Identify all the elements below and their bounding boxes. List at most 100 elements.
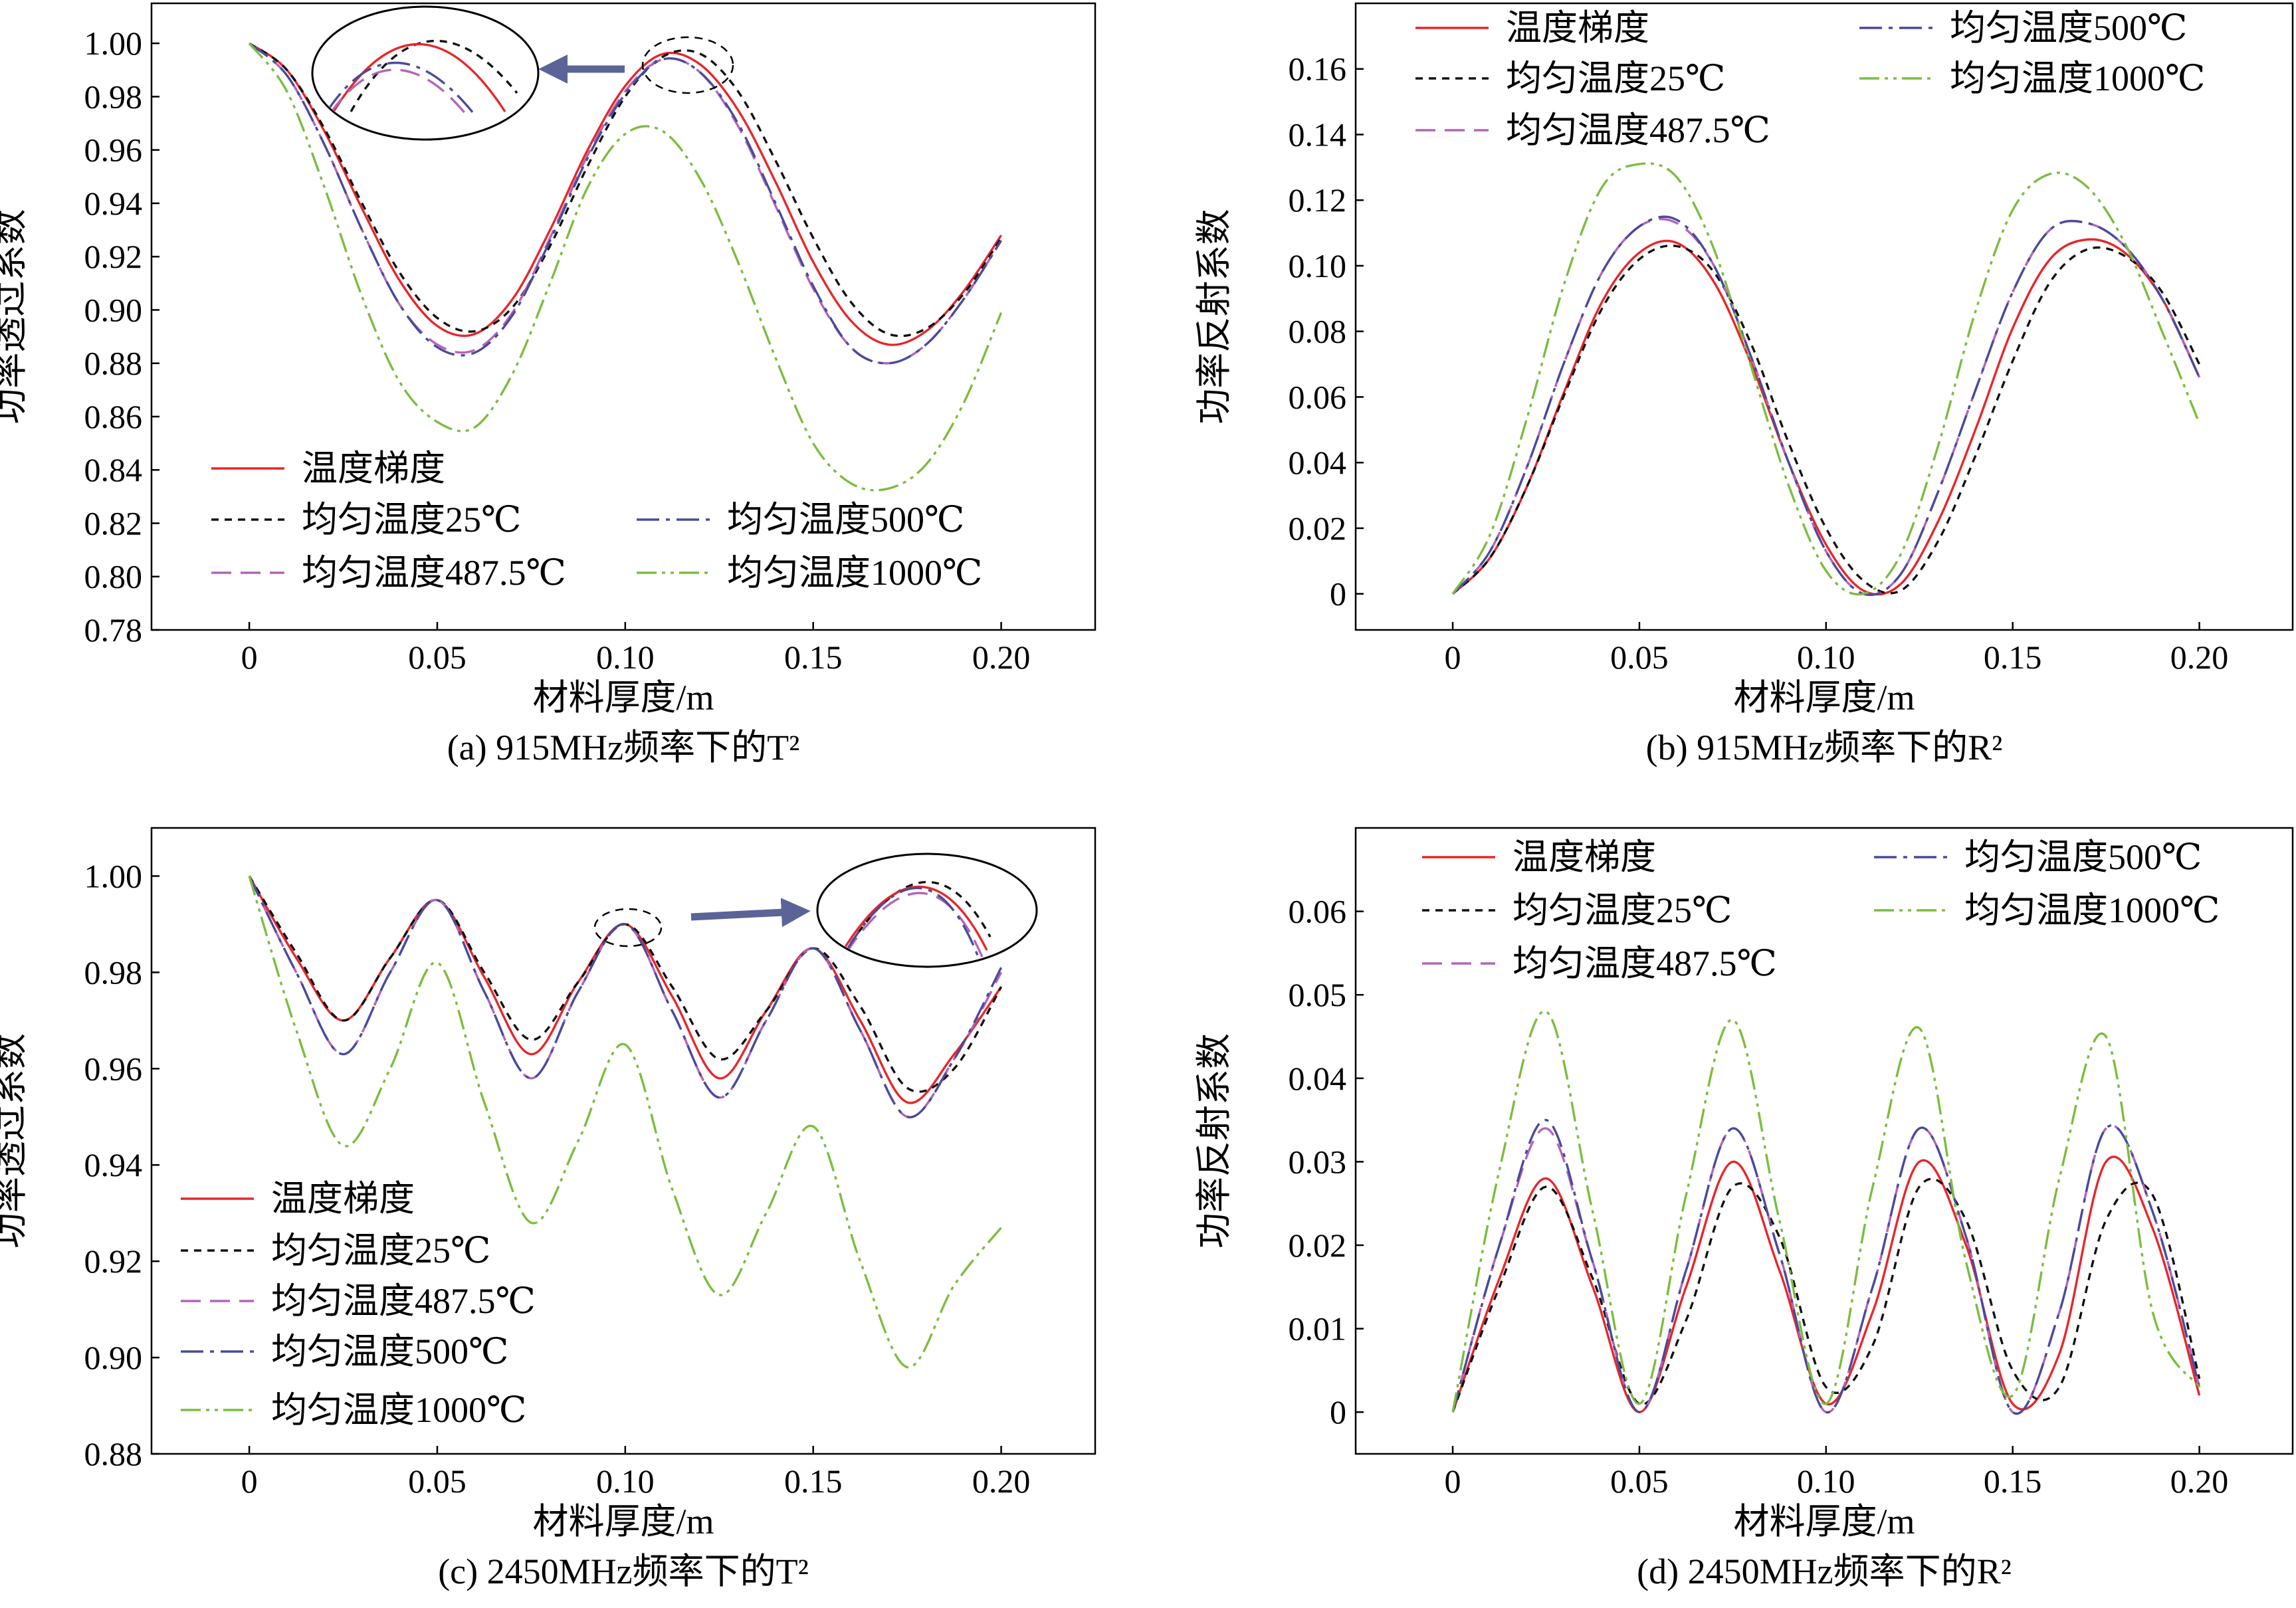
y-tick-label: 0: [1330, 575, 1346, 613]
legend-entry-label: 温度梯度: [1513, 837, 1656, 877]
plot-frame: [1354, 2, 2294, 631]
y-tick-label: 0.03: [1289, 1143, 1347, 1180]
series-line-u25: [248, 875, 1003, 1093]
series-group: [248, 875, 1003, 1369]
legend-entry-label: 均匀温度500℃: [727, 500, 964, 540]
x-tick-label: 0.15: [1984, 1462, 2042, 1500]
legend-entry-label: 均匀温度1000℃: [727, 553, 982, 593]
x-tick-label: 0.20: [2170, 1462, 2229, 1500]
y-tick-label: 0.12: [1289, 181, 1347, 219]
y-tick-label: 0.90: [84, 291, 143, 328]
x-axis-label: 材料厚度/m: [532, 678, 714, 718]
x-tick-label: 0.05: [408, 639, 467, 676]
x-tick-label: 0.10: [1797, 1462, 1855, 1500]
legend-entry-label: 均匀温度500℃: [1964, 837, 2202, 877]
zoom-inset-a: [311, 5, 734, 141]
x-tick-label: 0.20: [972, 1462, 1031, 1500]
series-line-u500: [1451, 215, 2201, 596]
chart-panel-b: 0 0.05 0.10 0.15 0.20 0 0.02 0.04 0.06 0.08 0.10 0.…: [1194, 2, 2294, 767]
zoom-marker-oval: [641, 36, 734, 94]
y-tick-label: 0.94: [84, 185, 143, 222]
x-tick-label: 0.20: [2170, 639, 2229, 676]
y-axis-label: 功率反射系数: [1194, 1033, 1234, 1249]
y-tick-label: 0.06: [1289, 893, 1347, 930]
x-tick-label: 0.20: [972, 639, 1031, 676]
y-tick-label: 0.80: [84, 558, 143, 595]
x-axis-label: 材料厚度/m: [1733, 678, 1915, 718]
legend-entry-label: 均匀温度25℃: [1513, 890, 1732, 930]
series-line-u1000: [248, 876, 1002, 1369]
y-tick-label: 0.92: [84, 1243, 143, 1280]
legend-entry-label: 均匀温度500℃: [271, 1332, 508, 1371]
series-line-u487: [1451, 218, 2201, 596]
legend-entry-label: 均匀温度487.5℃: [1506, 110, 1770, 150]
y-tick-label: 0.01: [1289, 1310, 1347, 1348]
y-tick-label: 0.96: [84, 1050, 143, 1087]
y-tick-label: 0.88: [84, 345, 143, 382]
x-tick-label: 0.10: [1797, 639, 1855, 676]
legend: 温度梯度 均匀温度500℃ 均匀温度25℃ 均匀温度1000℃ 均匀温度487.5℃: [1415, 8, 2205, 150]
y-tick-label: 0.06: [1289, 378, 1347, 415]
chart-panel-c: 0 0.05 0.10 0.15 0.20 0.88 0.90 0.92 0.94 0.96 0.9…: [0, 827, 1096, 1591]
zoom-curve-u500: [845, 886, 980, 957]
x-tick-label: 0.10: [596, 639, 655, 676]
y-tick-label: 0.04: [1289, 444, 1347, 481]
legend-entry-label: 均匀温度487.5℃: [302, 553, 566, 593]
y-tick-label: 0.82: [84, 504, 143, 542]
legend: 温度梯度 均匀温度500℃ 均匀温度25℃ 均匀温度1000℃ 均匀温度487.5℃: [1422, 837, 2220, 983]
y-tick-label: 0.86: [84, 398, 143, 435]
x-axis-label: 材料厚度/m: [532, 1502, 714, 1542]
y-tick-label: 0.94: [84, 1146, 143, 1183]
y-tick-label: 0.92: [84, 238, 143, 275]
series-group: [248, 42, 1003, 492]
plot-frame: [150, 2, 1096, 631]
y-tick-label: 0.88: [84, 1435, 143, 1472]
series-line-gradient: [1451, 1156, 2201, 1413]
legend-entry-label: 均匀温度25℃: [271, 1231, 490, 1270]
panel-caption: (d) 2450MHz频率下的R²: [1637, 1552, 2012, 1591]
x-tick-label: 0.15: [784, 639, 843, 676]
legend-entry-label: 温度梯度: [1506, 8, 1649, 48]
x-tick-label: 0: [1445, 639, 1461, 676]
panel-caption: (b) 915MHz频率下的R²: [1646, 728, 2003, 767]
zoom-curve-u487: [844, 892, 984, 957]
legend-entry-label: 均匀温度25℃: [1506, 58, 1725, 98]
zoom-inset-oval: [311, 5, 540, 141]
x-tick-label: 0.10: [596, 1462, 655, 1500]
y-tick-label: 0.96: [84, 132, 143, 169]
x-tick-label: 0.15: [784, 1462, 843, 1500]
legend-entry-label: 均匀温度500℃: [1950, 8, 2187, 48]
zoom-curve-gradient: [332, 43, 506, 112]
x-tick-label: 0.05: [408, 1462, 467, 1500]
series-line-u25: [249, 42, 1003, 338]
zoom-marker-oval: [593, 908, 663, 948]
legend-entry-label: 均匀温度1000℃: [1964, 890, 2220, 930]
zoom-curve-gradient: [843, 885, 988, 951]
x-tick-label: 0.05: [1610, 639, 1669, 676]
legend-entry-label: 温度梯度: [302, 449, 445, 488]
chart-panel-d: 0 0.05 0.10 0.15 0.20 0 0.01 0.02 0.03 0.04 0.05 0.…: [1194, 827, 2294, 1591]
series-line-gradient: [248, 875, 1002, 1104]
y-axis-label: 功率透过系数: [0, 1033, 30, 1249]
zoom-curve-u25: [350, 39, 518, 112]
series-line-u25: [1451, 1177, 2201, 1413]
series-line-u500: [1451, 1118, 2201, 1415]
y-tick-label: 0.84: [84, 451, 143, 488]
y-tick-label: 0.14: [1289, 116, 1347, 153]
y-tick-label: 0.10: [1289, 247, 1347, 284]
plot-frame: [150, 827, 1096, 1455]
legend-entry-label: 均匀温度487.5℃: [271, 1281, 536, 1321]
series-line-u500: [248, 875, 1003, 1119]
x-axis-label: 材料厚度/m: [1733, 1502, 1915, 1542]
panel-caption: (c) 2450MHz频率下的T²: [438, 1552, 809, 1591]
y-tick-label: 0.90: [84, 1339, 143, 1376]
x-tick-label: 0: [1445, 1462, 1461, 1500]
plot-frame: [1354, 827, 2294, 1455]
y-tick-label: 0: [1330, 1393, 1346, 1431]
series-line-u1000: [1451, 162, 2201, 596]
series-line-u25: [1451, 244, 2201, 595]
x-tick-label: 0.05: [1610, 1462, 1669, 1500]
